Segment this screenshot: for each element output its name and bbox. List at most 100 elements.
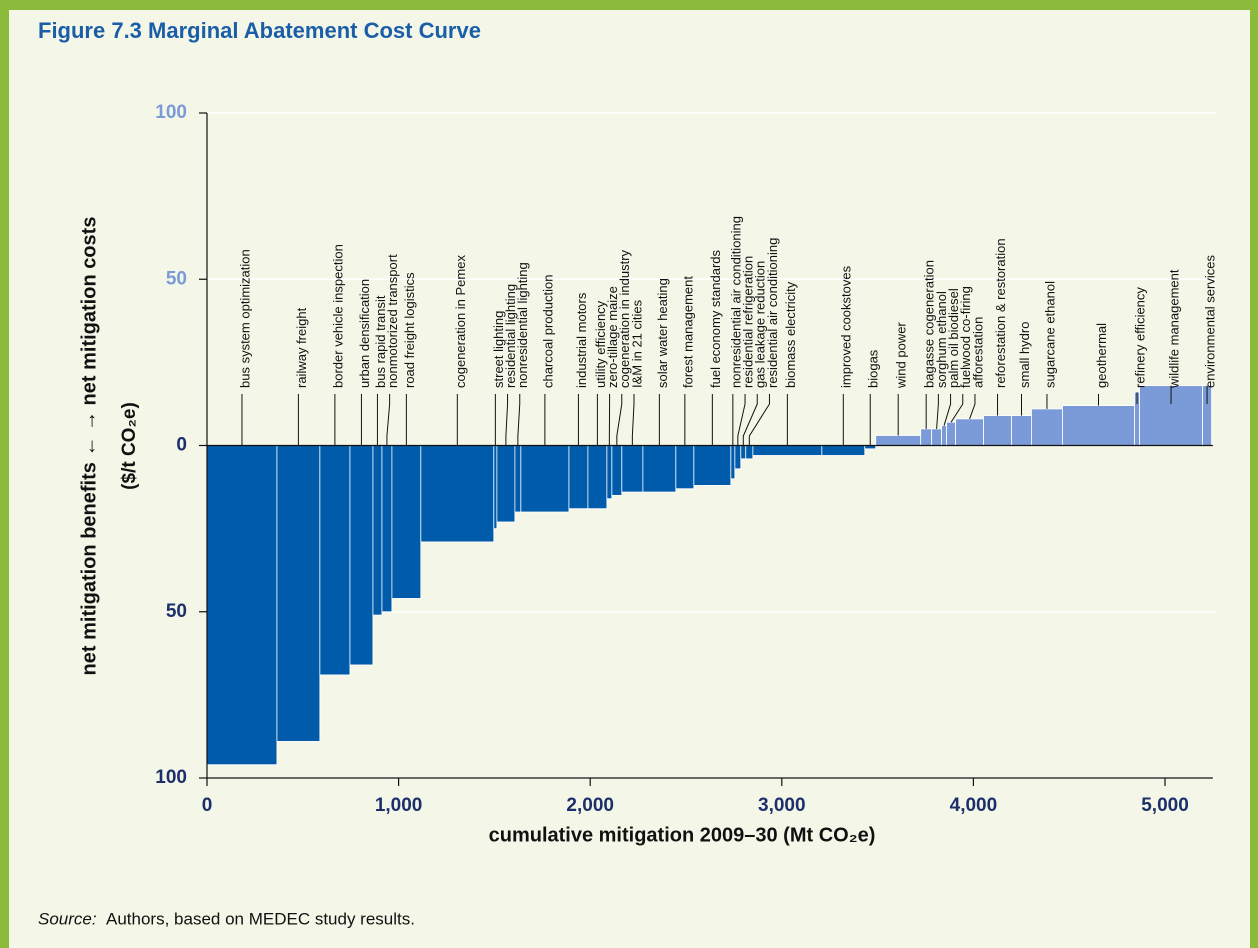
bar bbox=[730, 445, 736, 480]
bar-label: improved cookstoves bbox=[839, 265, 854, 388]
bar-label: fuelwood co-firing bbox=[958, 286, 973, 388]
y-tick-label: 0 bbox=[176, 435, 187, 456]
bar-label: street lighting bbox=[491, 311, 506, 388]
chart-title: Figure 7.3 Marginal Abatement Cost Curve bbox=[38, 18, 481, 43]
bar bbox=[568, 445, 589, 510]
x-tick-label: 0 bbox=[202, 795, 213, 816]
bar bbox=[206, 445, 278, 766]
bar bbox=[955, 418, 984, 446]
bar bbox=[493, 445, 498, 530]
y-axis-unit: ($/t CO₂e) bbox=[119, 402, 140, 490]
bar bbox=[381, 445, 393, 613]
bar-label: solar water heating bbox=[655, 278, 670, 388]
bar bbox=[745, 445, 754, 460]
leader-line bbox=[950, 394, 964, 423]
bar-label: nonmotorized transport bbox=[385, 254, 400, 388]
bar-label: sorghum ethanol bbox=[934, 291, 949, 388]
bar-label: road freight logistics bbox=[402, 272, 417, 388]
bar-label: reforestation & restoration bbox=[993, 238, 1008, 388]
y-axis-label: net mitigation benefits ← → net mitigati… bbox=[78, 217, 100, 676]
bar-label: urban densification bbox=[357, 279, 372, 388]
bar bbox=[946, 421, 956, 446]
leader-line bbox=[386, 394, 391, 446]
bar-label: forest management bbox=[680, 276, 695, 388]
y-tick-label: 100 bbox=[155, 102, 187, 123]
x-tick-label: 2,000 bbox=[566, 795, 614, 816]
bar bbox=[931, 428, 942, 446]
bar-label: biogas bbox=[866, 349, 881, 388]
bar bbox=[520, 445, 570, 513]
bar-label: cogeneration in Pemex bbox=[453, 255, 468, 388]
x-tick-label: 4,000 bbox=[950, 795, 998, 816]
bar-label: gas leakage reduction bbox=[753, 261, 768, 388]
leader-line bbox=[631, 394, 635, 446]
bar bbox=[642, 445, 677, 493]
bar bbox=[941, 425, 947, 446]
leader-line bbox=[505, 394, 509, 446]
bar bbox=[752, 445, 823, 456]
x-tick-label: 3,000 bbox=[758, 795, 806, 816]
leader-line bbox=[737, 394, 746, 446]
bar-label: charcoal production bbox=[540, 275, 555, 388]
bar bbox=[319, 445, 351, 676]
bar-label: residential air conditioning bbox=[765, 238, 780, 388]
bar bbox=[740, 445, 747, 460]
leader-line bbox=[742, 394, 758, 446]
bar-label: residential refrigeration bbox=[740, 256, 755, 388]
leader-line bbox=[943, 394, 952, 426]
bar bbox=[391, 445, 422, 599]
bar-label: refinery efficiency bbox=[1132, 287, 1147, 388]
bar bbox=[875, 435, 922, 446]
bar-label: environmental services bbox=[1202, 255, 1217, 388]
bar bbox=[514, 445, 522, 513]
bar bbox=[420, 445, 495, 543]
y-tick-label: 50 bbox=[166, 601, 187, 622]
bar-label: sugarcane ethanol bbox=[1042, 281, 1057, 388]
y-tick-label: 100 bbox=[155, 767, 187, 788]
source-label: Source: bbox=[38, 909, 97, 928]
bar bbox=[1011, 415, 1032, 446]
border-left bbox=[0, 0, 9, 948]
bar-label: wildlife management bbox=[1166, 269, 1181, 389]
bar-label: border vehicle inspection bbox=[330, 244, 345, 388]
x-tick-label: 1,000 bbox=[375, 795, 423, 816]
bar bbox=[621, 445, 644, 493]
leader-line bbox=[936, 394, 939, 429]
bar bbox=[734, 445, 742, 470]
bar-label: biomass electricity bbox=[783, 281, 798, 388]
bar-label: palm oil biodiesel bbox=[946, 288, 961, 388]
bar-label: fuel economy standards bbox=[708, 249, 723, 388]
y-tick-label: 50 bbox=[166, 268, 187, 289]
bar bbox=[276, 445, 321, 742]
bar-label: residential lighting bbox=[503, 284, 518, 388]
bar bbox=[821, 445, 866, 456]
border-top bbox=[0, 0, 1258, 10]
source-text: Authors, based on MEDEC study results. bbox=[106, 909, 415, 928]
bar-label: nonresidential air conditioning bbox=[728, 216, 743, 388]
bar bbox=[693, 445, 732, 486]
bar-label: I&M in 21 cities bbox=[629, 299, 644, 388]
bar bbox=[1062, 405, 1135, 446]
bar-label: cogeneration in industry bbox=[617, 249, 632, 388]
border-right bbox=[1250, 0, 1258, 948]
bar-label: zero-tillage maize bbox=[605, 286, 620, 388]
bar bbox=[606, 445, 613, 500]
x-axis-label: cumulative mitigation 2009–30 (Mt CO₂e) bbox=[489, 824, 876, 846]
bar-label: industrial motors bbox=[574, 292, 589, 388]
leader-line bbox=[517, 394, 521, 446]
bar bbox=[1031, 408, 1063, 446]
bar-label: railway freight bbox=[294, 307, 309, 388]
bar bbox=[611, 445, 623, 496]
bar bbox=[675, 445, 695, 490]
bar bbox=[920, 428, 933, 446]
bar-label: bagasse cogeneration bbox=[922, 260, 937, 388]
bar-label: geothermal bbox=[1094, 323, 1109, 388]
bar bbox=[587, 445, 608, 510]
x-tick-label: 5,000 bbox=[1141, 795, 1189, 816]
bar-label: nonresidential lighting bbox=[515, 262, 530, 388]
bar bbox=[349, 445, 374, 666]
bar-label: bus system optimization bbox=[237, 249, 252, 388]
bar-label: utility efficiency bbox=[593, 300, 608, 388]
leader-line bbox=[748, 394, 770, 446]
